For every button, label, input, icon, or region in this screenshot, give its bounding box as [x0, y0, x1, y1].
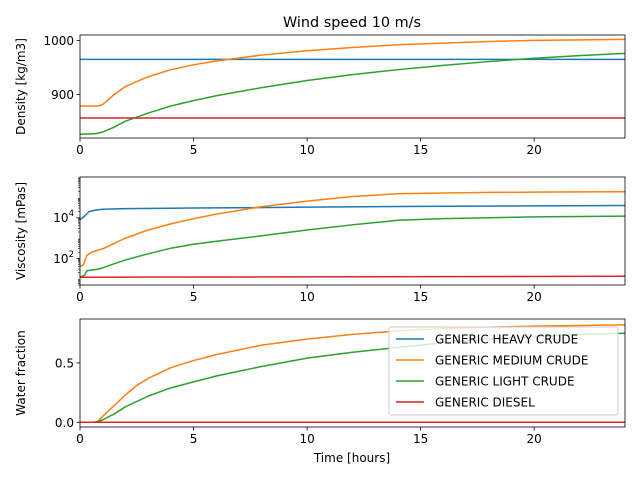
- series-line-diesel: [80, 275, 625, 279]
- x-tick-label: 0: [76, 432, 84, 446]
- x-tick-label: 10: [299, 290, 314, 304]
- series-line-medium: [80, 190, 625, 268]
- series-line-medium: [80, 38, 625, 107]
- legend-frame: [388, 326, 619, 416]
- series-line-heavy: [80, 204, 625, 221]
- x-tick-label: 10: [299, 143, 314, 157]
- x-tick-label: 20: [527, 290, 542, 304]
- y-tick-label: 0.0: [55, 416, 74, 430]
- x-tick-label: 0: [76, 143, 84, 157]
- x-tick-label: 0: [76, 290, 84, 304]
- x-axis-label: Time [hours]: [313, 451, 390, 465]
- y-axis-label: Viscosity [mPas]: [14, 182, 28, 280]
- axes-frame: [79, 318, 626, 428]
- y-tick-label: 0.5: [55, 356, 74, 370]
- y-tick-label: 102: [53, 250, 74, 266]
- x-tick-label: 5: [190, 143, 198, 157]
- legend-label-diesel: GENERIC DIESEL: [435, 396, 535, 410]
- axes-frame: [79, 34, 626, 139]
- series-group: [80, 190, 625, 279]
- x-tick-label: 20: [527, 143, 542, 157]
- x-tick-label: 10: [299, 432, 314, 446]
- y-axis-label: Density [kg/m3]: [14, 38, 28, 135]
- x-tick-label: 15: [413, 143, 428, 157]
- legend-label-light: GENERIC LIGHT CRUDE: [435, 375, 575, 389]
- series-line-light: [80, 52, 625, 135]
- x-tick-label: 5: [190, 290, 198, 304]
- x-tick-label: 20: [527, 432, 542, 446]
- legend: GENERIC HEAVY CRUDE GENERIC MEDIUM CRUDE…: [388, 326, 619, 416]
- x-tick-label: 15: [413, 290, 428, 304]
- density-panel: 0 5 10 15 20 900 1000 Density [kg/m3]: [14, 34, 626, 157]
- series-group: [80, 38, 625, 135]
- x-tick-label: 5: [190, 432, 198, 446]
- legend-label-medium: GENERIC MEDIUM CRUDE: [435, 354, 589, 368]
- x-tick-label: 15: [413, 432, 428, 446]
- axes-frame: [79, 176, 626, 286]
- figure-title: Wind speed 10 m/s: [283, 15, 421, 31]
- y-tick-label: 900: [51, 88, 74, 102]
- y-tick-label: 1000: [43, 34, 74, 48]
- viscosity-panel: 0 5 10 15 20 102 104 Viscosity [mPas]: [14, 176, 626, 304]
- y-tick-label: 104: [53, 209, 74, 225]
- series-line-light: [80, 215, 625, 279]
- y-axis-label: Water fraction: [14, 330, 28, 415]
- legend-label-heavy: GENERIC HEAVY CRUDE: [435, 333, 578, 347]
